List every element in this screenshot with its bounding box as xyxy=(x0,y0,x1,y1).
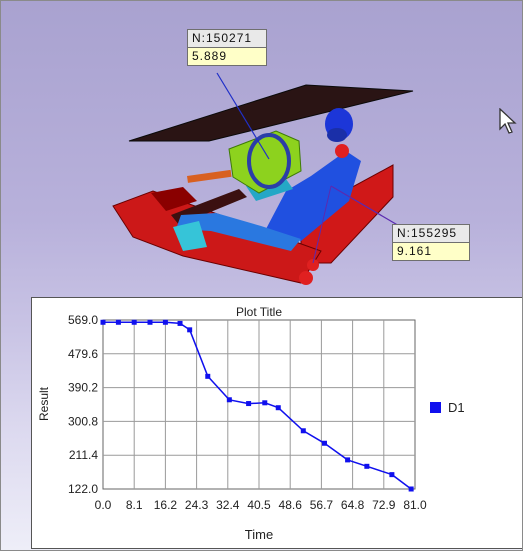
data-point xyxy=(345,457,351,463)
probe-value: 9.161 xyxy=(393,243,469,260)
chart-title: Plot Title xyxy=(236,305,282,319)
data-point xyxy=(364,463,370,469)
y-tick-label: 569.0 xyxy=(68,313,98,327)
roof-panel xyxy=(128,84,414,142)
data-point xyxy=(408,486,414,492)
x-tick-label: 81.0 xyxy=(403,498,427,512)
series-line-d1 xyxy=(103,321,412,490)
x-axis-label: Time xyxy=(245,527,273,542)
data-series xyxy=(100,319,414,492)
probe-leader-2 xyxy=(330,185,402,228)
probe-value: 5.889 xyxy=(188,48,266,65)
x-tick-label: 16.2 xyxy=(154,498,178,512)
data-point xyxy=(147,319,153,325)
y-axis-label: Result xyxy=(37,386,51,421)
x-tick-label: 64.8 xyxy=(341,498,365,512)
legend-swatch-d1 xyxy=(430,402,441,413)
legend-label-d1: D1 xyxy=(448,400,465,415)
probe-label-2[interactable]: N:155295 9.161 xyxy=(392,224,470,261)
legs xyxy=(176,213,301,251)
data-point xyxy=(205,373,211,379)
data-point xyxy=(100,319,106,325)
x-tick-label: 56.7 xyxy=(310,498,334,512)
marker-1 xyxy=(335,144,349,158)
torso xyxy=(266,151,361,241)
x-tick-label: 8.1 xyxy=(126,498,143,512)
x-tick-label: 40.5 xyxy=(247,498,271,512)
data-point xyxy=(262,400,268,406)
data-point xyxy=(275,405,281,411)
data-point xyxy=(115,319,121,325)
x-tick-label: 0.0 xyxy=(95,498,112,512)
data-point xyxy=(177,320,183,326)
data-point xyxy=(389,472,395,478)
data-point xyxy=(246,401,252,407)
probe-leader-1 xyxy=(216,72,270,160)
foot xyxy=(173,221,207,251)
legend[interactable]: D1 xyxy=(430,400,465,415)
data-point xyxy=(300,428,306,434)
data-point xyxy=(187,327,193,333)
y-tick-label: 300.8 xyxy=(68,414,98,428)
x-tick-label: 24.3 xyxy=(185,498,209,512)
probe-node-id: N:150271 xyxy=(188,30,266,48)
data-point xyxy=(226,397,232,403)
mouse-pointer-icon xyxy=(499,108,517,134)
data-point xyxy=(162,319,168,325)
y-tick-label: 479.6 xyxy=(68,347,98,361)
y-tick-label: 122.0 xyxy=(68,482,98,496)
line-chart: 569.0 479.6 390.2 300.8 211.4 122.0 0.0 8.1 16.… xyxy=(37,305,465,542)
vehicle-model-render xyxy=(112,72,414,285)
y-tick-label: 390.2 xyxy=(68,381,98,395)
steering-column xyxy=(186,169,232,183)
floor-panel xyxy=(112,190,322,284)
3d-viewport[interactable]: N:150271 5.889 N:155295 9.161 xyxy=(1,1,522,301)
marker-2 xyxy=(307,259,319,271)
steering-wheel xyxy=(247,133,291,189)
y-tick-label: 211.4 xyxy=(69,448,98,462)
probe-node-id: N:155295 xyxy=(393,225,469,243)
data-point xyxy=(131,319,137,325)
marker-3 xyxy=(299,271,313,285)
x-tick-label: 48.6 xyxy=(279,498,303,512)
probe-label-1[interactable]: N:150271 5.889 xyxy=(187,29,267,66)
probe-leader-3 xyxy=(312,185,332,264)
x-tick-label: 32.4 xyxy=(216,498,240,512)
plot-panel[interactable]: 569.0 479.6 390.2 300.8 211.4 122.0 0.0 8.1 16.… xyxy=(31,297,522,549)
y-tick-labels: 569.0 479.6 390.2 300.8 211.4 122.0 xyxy=(68,313,98,496)
x-tick-label: 72.9 xyxy=(372,498,396,512)
front-block xyxy=(151,187,197,211)
data-point xyxy=(321,440,327,446)
x-tick-labels: 0.0 8.1 16.2 24.3 32.4 40.5 48.6 56.7 64.8 72.9 81… xyxy=(95,498,427,512)
